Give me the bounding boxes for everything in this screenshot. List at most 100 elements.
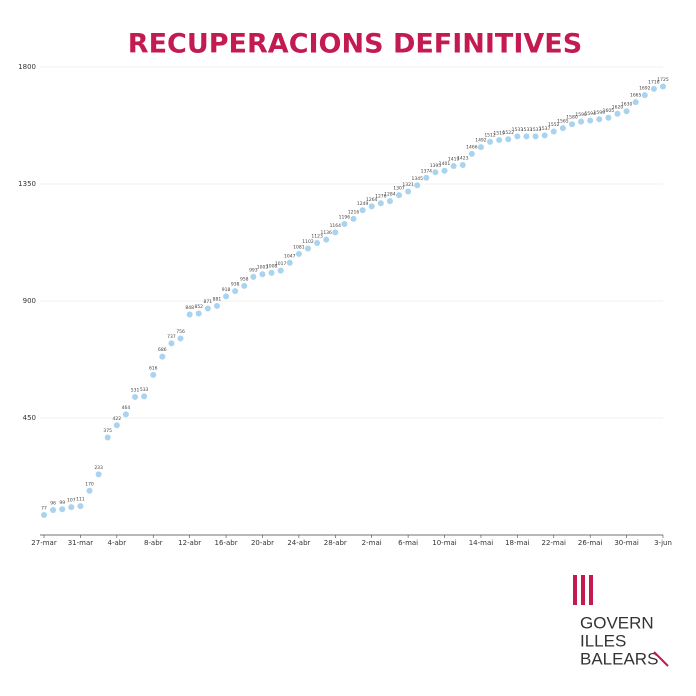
point — [159, 353, 166, 360]
value-label: 1599 — [594, 110, 606, 116]
point — [596, 116, 603, 123]
x-tick-label: 10-mai — [432, 539, 457, 547]
value-label: 1605 — [603, 108, 615, 114]
x-tick-label: 12-abr — [178, 539, 201, 547]
value-label: 1692 — [639, 86, 651, 92]
point — [141, 393, 148, 400]
value-label: 1533 — [530, 127, 542, 133]
point — [50, 507, 57, 514]
point — [350, 215, 357, 222]
point — [568, 121, 575, 128]
point — [213, 302, 220, 309]
point — [459, 162, 466, 169]
point — [286, 259, 293, 266]
value-label: 848 — [185, 305, 194, 311]
point — [41, 511, 47, 518]
value-label: 77 — [41, 505, 47, 511]
value-label: 531 — [131, 387, 140, 393]
value-label: 1003 — [257, 265, 269, 271]
x-tick-label: 18-mai — [505, 539, 530, 547]
value-label: 1047 — [284, 253, 296, 259]
point — [632, 99, 639, 106]
x-tick-label: 22-mai — [542, 539, 567, 547]
point — [450, 163, 457, 170]
value-label: 422 — [113, 416, 122, 422]
value-label: 111 — [76, 497, 85, 503]
value-label: 1522 — [503, 130, 515, 136]
logo-text: BALEARS — [580, 649, 658, 668]
point — [104, 434, 111, 441]
x-tick-label: 30-mai — [614, 539, 639, 547]
logo-bar — [581, 575, 585, 605]
point — [614, 110, 621, 117]
x-tick-label: 26-mai — [578, 539, 603, 547]
point — [468, 150, 475, 157]
point — [332, 229, 339, 236]
point — [641, 92, 648, 99]
value-label: 1590 — [575, 112, 587, 118]
value-label: 1665 — [630, 93, 642, 99]
x-tick-label: 14-mai — [469, 539, 494, 547]
value-label: 1401 — [439, 161, 451, 167]
point — [113, 422, 120, 429]
value-label: 1008 — [266, 263, 278, 269]
value-label: 1017 — [275, 261, 287, 267]
value-label: 1216 — [348, 209, 360, 215]
x-tick-label: 24-abr — [287, 539, 310, 547]
point — [77, 503, 84, 510]
value-label: 737 — [167, 334, 176, 340]
value-label: 1196 — [339, 215, 351, 221]
value-label: 756 — [176, 329, 185, 335]
x-tick-label: 20-abr — [251, 539, 274, 547]
point — [341, 221, 348, 228]
value-label: 1716 — [648, 79, 660, 85]
value-label: 1492 — [475, 138, 487, 144]
point — [95, 471, 102, 478]
logo-bar — [573, 575, 577, 605]
point — [477, 144, 484, 151]
value-label: 1552 — [548, 122, 560, 128]
value-label: 1136 — [320, 230, 332, 236]
value-label: 170 — [85, 481, 94, 487]
point — [550, 128, 557, 135]
logo: GOVERN ILLES BALEARS — [573, 575, 669, 668]
value-label: 233 — [94, 465, 103, 471]
logo-text: ILLES — [580, 631, 626, 650]
value-label: 1419 — [448, 157, 460, 163]
x-tick-label: 27-mar — [31, 539, 57, 547]
point — [304, 245, 311, 252]
point — [660, 83, 666, 90]
y-tick-label: 1800 — [18, 63, 36, 71]
x-tick-label: 2-mai — [362, 539, 382, 547]
value-label: 871 — [204, 299, 213, 305]
point — [441, 167, 448, 174]
value-label: 1123 — [311, 234, 323, 240]
value-label: 96 — [50, 501, 56, 507]
value-label: 1630 — [621, 102, 633, 108]
value-label: 1345 — [411, 176, 423, 182]
point — [195, 310, 202, 317]
x-tick-label: 4-abr — [108, 539, 127, 547]
chart-title: RECUPERACIONS DEFINITIVES — [128, 29, 582, 60]
point — [405, 188, 412, 195]
value-label: 1565 — [557, 119, 569, 125]
point — [386, 198, 393, 205]
point — [578, 118, 585, 125]
value-label: 1533 — [521, 127, 533, 133]
value-label: 1374 — [421, 168, 433, 174]
x-tick-label: 6-mai — [398, 539, 418, 547]
value-label: 1533 — [512, 127, 524, 133]
y-tick-label: 900 — [23, 297, 36, 305]
y-tick-label: 450 — [23, 414, 36, 422]
point — [186, 311, 193, 318]
value-label: 1466 — [466, 144, 478, 150]
point — [86, 487, 93, 494]
value-label: 1519 — [493, 131, 505, 137]
value-label: 1321 — [402, 182, 414, 188]
y-tick-label: 1350 — [18, 180, 36, 188]
point — [150, 371, 157, 378]
value-label: 1620 — [612, 104, 624, 110]
point — [605, 114, 612, 121]
point — [177, 335, 184, 342]
point — [523, 133, 530, 140]
